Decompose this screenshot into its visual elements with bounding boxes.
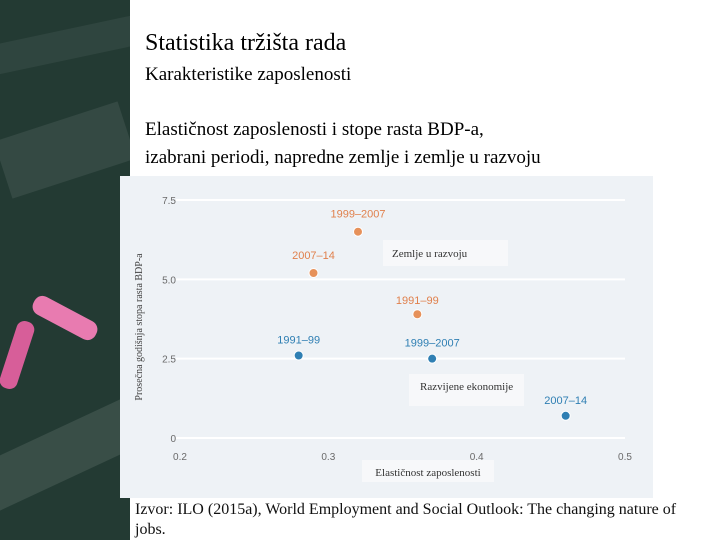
y-tick-label: 2.5 (162, 355, 176, 366)
chart-description-line: izabrani periodi, napredne zemlje i zeml… (145, 147, 541, 168)
pink-chalk-piece (0, 318, 37, 392)
series-label-box (409, 374, 524, 406)
data-point (308, 267, 319, 278)
y-tick-label: 7.5 (162, 196, 176, 207)
data-point (353, 226, 363, 237)
data-point (427, 353, 438, 364)
x-axis-label: Elastičnost zaposlenosti (375, 467, 480, 479)
y-tick-label: 0 (170, 434, 176, 445)
chalkboard-decoration (0, 0, 130, 540)
scatter-chart-svg: 0 2.5 5.0 7.5 0.2 0.3 0.4 0.5 Prosečna godišnja … (134, 196, 632, 482)
scatter-chart: 0 2.5 5.0 7.5 0.2 0.3 0.4 0.5 Prosečna godišnja … (120, 176, 653, 498)
y-tick-label: 5.0 (162, 275, 176, 286)
data-point-label: 2007–14 (292, 250, 335, 262)
data-point-label: 1991–99 (396, 295, 439, 307)
data-point (293, 350, 304, 361)
chalk-smudge (0, 398, 130, 512)
source-line: jobs. (135, 521, 166, 538)
chalk-smudge (0, 101, 130, 199)
series-label-box (383, 240, 508, 266)
source-line: Izvor: ILO (2015a), World Employment and… (135, 501, 677, 518)
slide-title: Statistika tržišta rada (145, 30, 347, 56)
x-axis-label-box (362, 460, 494, 482)
chart-description: Elastičnost zaposlenosti i stope rasta B… (145, 116, 715, 172)
data-point-label: 1991–99 (277, 334, 320, 346)
series-label: Razvijene ekonomije (420, 381, 513, 393)
chalk-smudge (0, 14, 130, 76)
x-tick-label: 0.4 (470, 452, 484, 463)
data-point-label: 2007–14 (544, 395, 587, 407)
x-tick-label: 0.3 (321, 452, 335, 463)
data-point-label: 1999–2007 (405, 338, 460, 350)
series-label: Zemlje u razvoju (392, 248, 468, 260)
data-point (560, 410, 571, 421)
y-axis-label: Prosečna godišnja stopa rasta BDP-a (134, 253, 145, 401)
chart-description-line: Elastičnost zaposlenosti i stope rasta B… (145, 119, 484, 140)
x-tick-label: 0.2 (173, 452, 187, 463)
source-note: Izvor: ILO (2015a), World Employment and… (135, 500, 695, 540)
data-point-label: 1999–2007 (330, 209, 385, 221)
pink-chalk-piece (29, 292, 101, 344)
x-tick-label: 0.5 (618, 452, 632, 463)
data-point (412, 309, 423, 320)
slide-subtitle: Karakteristike zaposlenosti (145, 64, 352, 85)
